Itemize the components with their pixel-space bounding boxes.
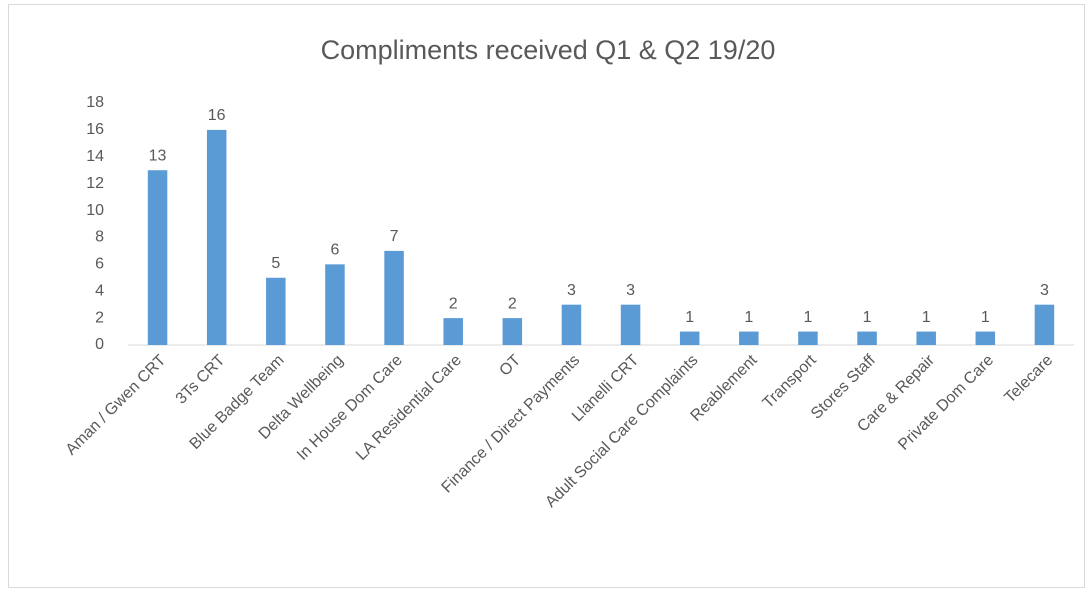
- y-tick-label: 18: [86, 94, 104, 111]
- y-tick-label: 16: [86, 121, 104, 138]
- data-label: 3: [626, 282, 635, 299]
- data-label: 1: [803, 309, 812, 326]
- y-tick-label: 12: [86, 175, 104, 192]
- bar: [325, 264, 345, 345]
- data-label: 2: [449, 295, 458, 312]
- bar: [561, 304, 582, 345]
- bar: [443, 318, 463, 345]
- data-label: 3: [1040, 282, 1049, 299]
- data-label: 6: [330, 242, 339, 259]
- y-tick-label: 2: [95, 309, 104, 326]
- bar: [739, 331, 759, 345]
- y-tick-label: 10: [86, 202, 104, 219]
- data-label: 1: [744, 309, 753, 326]
- bar: [916, 331, 936, 345]
- bar: [798, 331, 818, 345]
- bar: [266, 277, 286, 345]
- data-label: 7: [390, 228, 399, 245]
- data-label: 1: [863, 309, 872, 326]
- bar: [975, 331, 996, 345]
- y-tick-label: 6: [95, 256, 104, 273]
- bar: [384, 250, 404, 345]
- y-tick-label: 0: [95, 336, 104, 353]
- bar: [147, 170, 168, 345]
- data-label: 16: [208, 107, 226, 124]
- data-label: 5: [271, 255, 280, 272]
- y-tick-label: 8: [95, 229, 104, 246]
- chart-title: Compliments received Q1 & Q2 19/20: [321, 35, 776, 65]
- bar: [1034, 304, 1055, 345]
- bar: [857, 331, 877, 345]
- chart-border: [8, 4, 1085, 588]
- bar: [679, 331, 700, 345]
- data-label: 1: [981, 309, 990, 326]
- bar: [502, 318, 523, 345]
- data-label: 13: [149, 147, 167, 164]
- y-tick-label: 14: [86, 148, 104, 165]
- data-label: 1: [922, 309, 931, 326]
- bar: [206, 129, 227, 345]
- data-label: 2: [508, 295, 517, 312]
- data-label: 3: [567, 282, 576, 299]
- y-tick-label: 4: [95, 282, 104, 299]
- bar: [620, 304, 641, 345]
- data-label: 1: [685, 309, 694, 326]
